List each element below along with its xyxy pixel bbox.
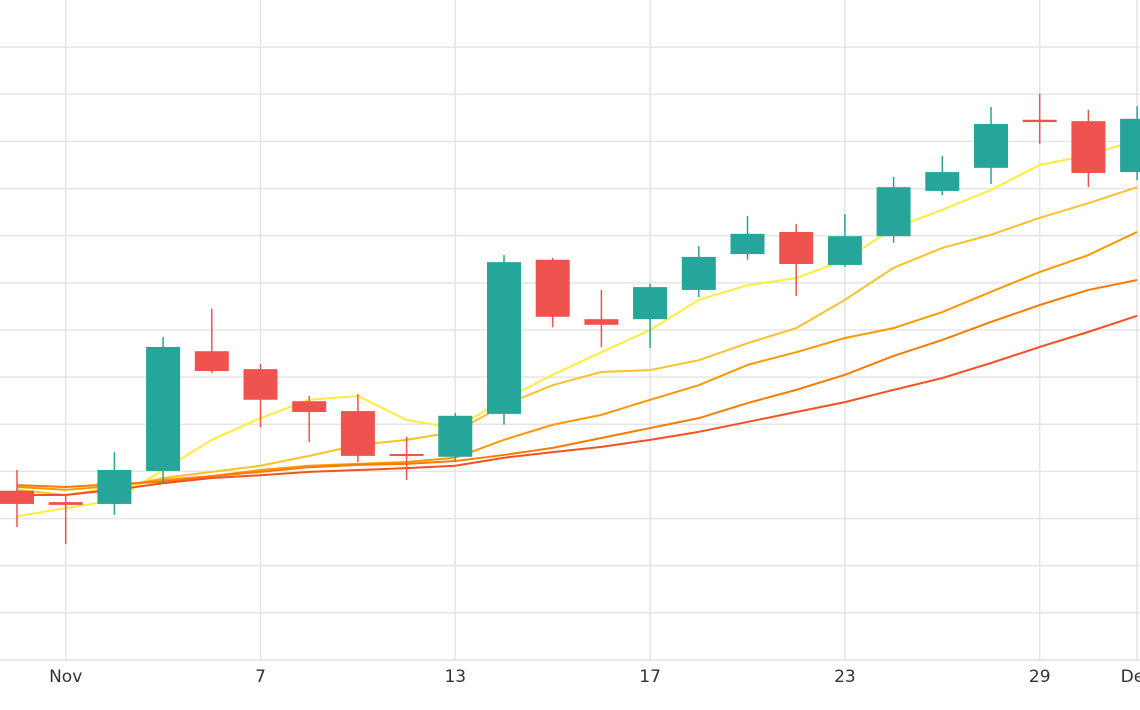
candle-body <box>1022 119 1057 123</box>
x-axis: Nov 7 13 17 23 29 Dec <box>0 659 1140 687</box>
moving-average-line <box>16 139 1138 518</box>
candle-body <box>0 490 34 504</box>
x-tick-label: 13 <box>444 667 466 687</box>
x-tick-label: 29 <box>1029 667 1051 687</box>
x-tick-label: Nov <box>49 667 82 687</box>
candle-body <box>974 123 1008 168</box>
x-tick-label: Dec <box>1121 667 1140 687</box>
candle-body <box>389 453 424 456</box>
moving-average-line <box>16 231 1138 491</box>
candle-body <box>730 233 765 255</box>
x-tick-label: 17 <box>639 667 661 687</box>
candle-body <box>925 172 960 191</box>
candle-body <box>633 287 668 320</box>
candle-body <box>1071 121 1106 174</box>
candle-body <box>243 369 278 400</box>
candle-body <box>1120 118 1140 173</box>
x-tick-label: 23 <box>834 667 856 687</box>
grid <box>0 0 1140 660</box>
moving-averages <box>16 139 1138 518</box>
candle-body <box>535 259 570 317</box>
candle-body <box>292 401 327 413</box>
candle-body <box>584 319 619 325</box>
moving-average-line <box>16 186 1138 496</box>
x-tick-label: 7 <box>255 667 266 687</box>
candle-body <box>779 231 814 264</box>
candle-body <box>194 351 229 372</box>
candle-body <box>340 411 375 456</box>
candle-body <box>48 502 83 505</box>
candle-body <box>487 262 521 414</box>
candle-body <box>876 187 911 237</box>
candle-body <box>97 470 132 504</box>
moving-average-line <box>16 279 1138 488</box>
candle-body <box>146 346 181 471</box>
candles <box>0 93 1140 545</box>
candle-body <box>827 236 862 265</box>
candle-body <box>681 256 716 290</box>
candle-body <box>438 415 473 457</box>
moving-average-line <box>17 314 1138 496</box>
